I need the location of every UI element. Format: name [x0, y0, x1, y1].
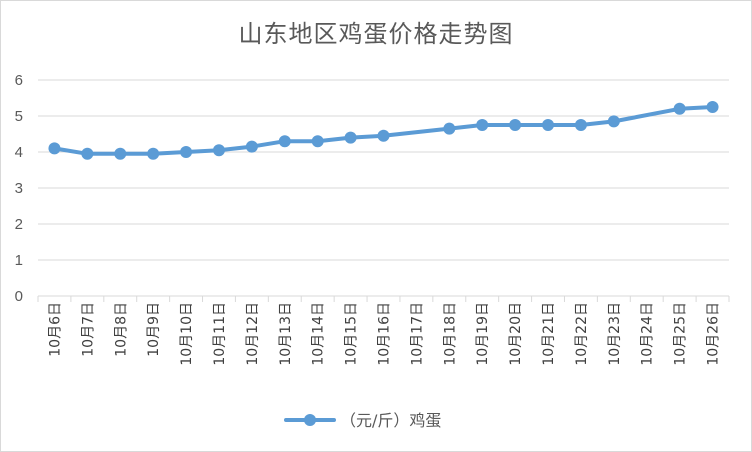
x-tick-label: 10月9日: [146, 302, 162, 357]
y-tick-label: 4: [15, 144, 23, 161]
data-point: [81, 147, 94, 160]
y-tick-label: 2: [15, 216, 23, 233]
x-tick-label: 10月10日: [179, 302, 195, 366]
x-tick-label: 10月22日: [574, 302, 590, 366]
data-point: [509, 119, 522, 131]
data-point: [574, 119, 587, 131]
x-tick-label: 10月14日: [311, 302, 327, 366]
data-point: [377, 129, 390, 142]
y-tick-label: 1: [15, 252, 23, 269]
x-tick-label: 10月21日: [541, 302, 557, 366]
data-point: [48, 142, 61, 155]
x-tick-label: 10月18日: [442, 302, 458, 366]
data-point: [278, 135, 291, 148]
x-tick-label: 10月6日: [47, 302, 63, 357]
y-tick-label: 6: [15, 72, 23, 89]
x-tick-label: 10月13日: [278, 302, 294, 366]
data-point: [607, 115, 620, 128]
y-tick-label: 0: [15, 288, 23, 305]
y-tick-label: 5: [15, 108, 23, 125]
data-point: [706, 101, 719, 113]
data-point: [443, 122, 456, 135]
data-point: [311, 135, 324, 148]
data-point: [344, 131, 357, 144]
x-tick-label: 10月7日: [80, 302, 96, 357]
x-tick-label: 10月23日: [607, 302, 623, 366]
data-point: [476, 119, 489, 131]
data-point: [542, 119, 555, 131]
x-tick-label: 10月26日: [706, 302, 722, 366]
legend-label: （元/斤）鸡蛋: [340, 411, 441, 430]
x-tick-label: 10月15日: [344, 302, 360, 366]
data-point: [212, 144, 225, 157]
x-tick-label: 10月11日: [212, 302, 228, 366]
data-point: [147, 147, 160, 160]
y-tick-label: 3: [15, 180, 23, 197]
data-point: [114, 147, 127, 160]
x-tick-label: 10月19日: [475, 302, 491, 366]
x-tick-label: 10月12日: [245, 302, 261, 366]
legend: （元/斤）鸡蛋: [284, 411, 441, 430]
data-point: [673, 102, 686, 115]
legend-marker: [304, 414, 316, 426]
x-tick-label: 10月24日: [640, 302, 656, 366]
x-tick-label: 10月20日: [508, 302, 524, 366]
x-tick-label: 10月8日: [113, 302, 129, 357]
x-tick-label: 10月16日: [377, 302, 393, 366]
data-point: [245, 140, 258, 153]
chart-title: 山东地区鸡蛋价格走势图: [238, 20, 514, 48]
data-point: [180, 146, 193, 158]
x-tick-label: 10月17日: [409, 302, 425, 366]
x-tick-label: 10月25日: [673, 302, 689, 366]
